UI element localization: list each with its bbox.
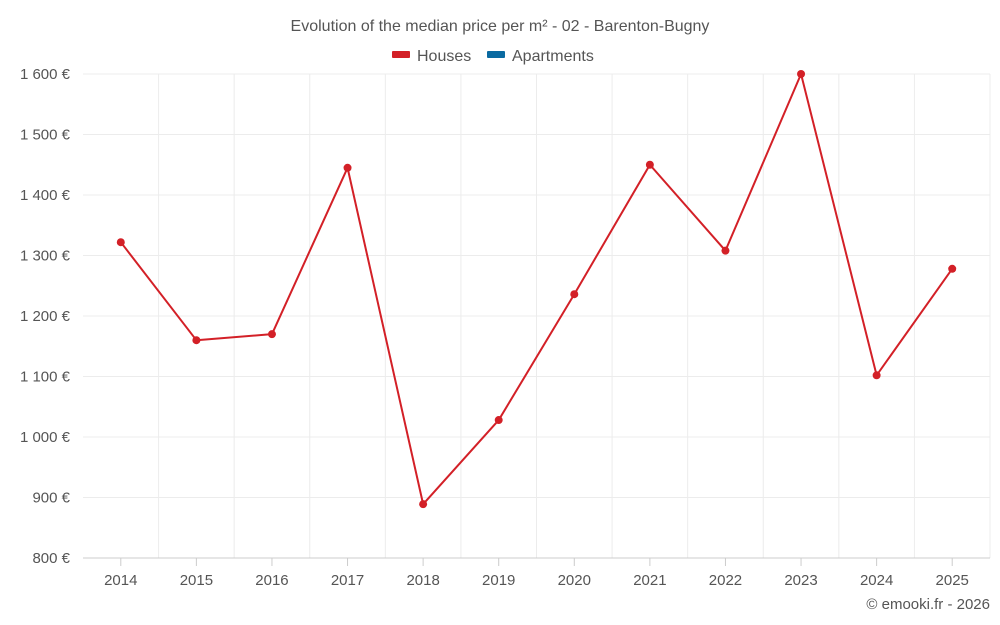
x-axis: 2014 2015 2016 2017 2018 2019 2020 2021 2022 2023…: [83, 557, 990, 589]
x-tick-label: 2022: [709, 572, 742, 589]
data-point-houses[interactable]: [872, 371, 881, 380]
x-tick-label: 2017: [331, 572, 364, 589]
data-point-houses[interactable]: [721, 246, 730, 255]
data-point-houses[interactable]: [797, 70, 806, 78]
data-point-houses[interactable]: [116, 238, 125, 247]
x-tick-label: 2020: [558, 572, 591, 589]
x-tick-label: 2016: [255, 572, 288, 589]
credit-text: © emooki.fr - 2026: [866, 596, 990, 613]
legend-swatch-apartments: [487, 51, 505, 58]
legend-item-houses[interactable]: Houses: [392, 48, 471, 65]
data-point-houses[interactable]: [494, 416, 503, 425]
legend-label-apartments: Apartments: [512, 48, 594, 65]
x-tick-label: 2023: [784, 572, 817, 589]
x-tick-label: 2015: [180, 572, 213, 589]
grid: [83, 73, 991, 558]
x-tick-label: 2024: [860, 572, 893, 589]
x-tick-label: 2025: [936, 572, 969, 589]
series-line-houses: [119, 73, 954, 506]
y-tick-label: 900 €: [32, 490, 70, 507]
data-point-houses[interactable]: [419, 500, 428, 509]
y-axis: 800 € 900 € 1 000 € 1 100 € 1 200 € 1 300 € 1 …: [20, 66, 71, 567]
x-tick-label: 2018: [406, 572, 439, 589]
series-houses: [116, 70, 957, 509]
chart-title: Evolution of the median price per m² - 0…: [291, 18, 710, 35]
y-tick-label: 1 500 €: [20, 127, 71, 144]
y-tick-label: 1 000 €: [20, 429, 71, 446]
data-point-houses[interactable]: [267, 330, 276, 339]
legend: Houses Apartments: [392, 48, 594, 65]
y-tick-label: 800 €: [32, 550, 70, 567]
x-tick-label: 2014: [104, 572, 137, 589]
data-point-houses[interactable]: [343, 163, 352, 172]
y-tick-label: 1 600 €: [20, 66, 71, 83]
data-point-houses[interactable]: [570, 290, 579, 299]
y-tick-label: 1 400 €: [20, 187, 71, 204]
x-tick-label: 2021: [633, 572, 666, 589]
data-point-houses[interactable]: [645, 160, 654, 169]
y-tick-label: 1 300 €: [20, 248, 71, 265]
y-tick-label: 1 100 €: [20, 369, 71, 386]
legend-item-apartments[interactable]: Apartments: [487, 48, 594, 65]
data-point-houses[interactable]: [948, 264, 957, 273]
legend-label-houses: Houses: [417, 48, 471, 65]
y-tick-label: 1 200 €: [20, 308, 71, 325]
legend-swatch-houses: [392, 51, 410, 58]
data-point-houses[interactable]: [192, 336, 201, 345]
x-tick-label: 2019: [482, 572, 515, 589]
